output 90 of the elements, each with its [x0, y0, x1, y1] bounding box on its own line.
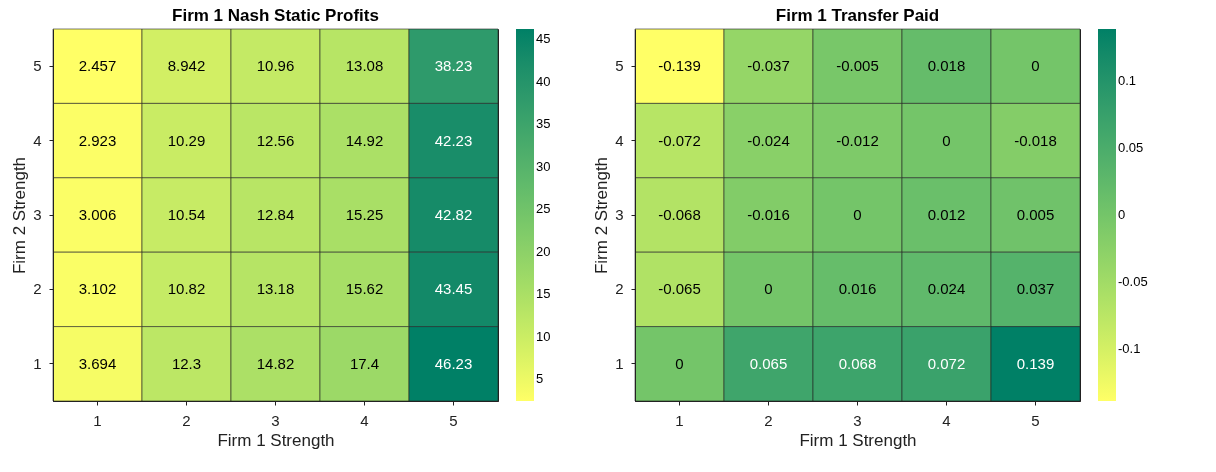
data-label: 3.006: [78, 206, 117, 223]
data-label: 10.82: [167, 280, 206, 298]
color-bar-label: 35: [536, 116, 551, 132]
x-tick-label: 5: [449, 411, 458, 429]
y-axis-title: Firm 2 Strength: [592, 156, 612, 275]
y-tick-label: 5: [33, 57, 42, 75]
data-label: 13.08: [345, 57, 384, 75]
color-bar-label: 20: [536, 243, 551, 259]
data-label: 2.457: [78, 57, 117, 75]
data-label: 10.54: [167, 206, 206, 223]
data-label: 14.82: [256, 354, 295, 372]
data-label: -0.072: [658, 131, 701, 149]
data-label: 0.139: [1016, 354, 1055, 372]
x-tick-label: 2: [764, 411, 773, 429]
x-axis-title: Firm 1 Strength: [217, 430, 335, 450]
data-label: -0.018: [1014, 131, 1057, 149]
color-bar-label: 45: [536, 31, 551, 47]
data-label: 0.018: [927, 57, 966, 75]
y-tick-label: 3: [615, 206, 624, 223]
color-bar-label: 15: [536, 286, 551, 302]
y-axis-title: Firm 2 Strength: [10, 156, 30, 275]
data-label: -0.024: [747, 131, 790, 149]
color-bar-label: 40: [536, 73, 551, 89]
color-bar-label: 0.05: [1118, 140, 1144, 156]
y-tick-label: 2: [33, 280, 42, 298]
data-label: -0.037: [747, 57, 790, 75]
data-label: 2.923: [78, 131, 117, 149]
data-label: 14.92: [345, 131, 384, 149]
data-label: -0.016: [747, 206, 790, 223]
data-label: 12.84: [256, 206, 295, 223]
data-label: 0.072: [927, 354, 966, 372]
data-label: 0.005: [1016, 206, 1055, 223]
x-tick-label: 3: [271, 411, 280, 429]
data-label: -0.139: [658, 57, 701, 75]
color-bar-label: 25: [536, 201, 551, 217]
x-tick-label: 3: [853, 411, 862, 429]
y-tick-label: 1: [615, 354, 624, 372]
data-label: 0: [1031, 57, 1040, 75]
color-bar-label: 0.1: [1118, 73, 1137, 89]
data-label: 8.942: [167, 57, 206, 75]
color-bar-label: 30: [536, 158, 551, 174]
data-label: 15.62: [345, 280, 384, 298]
color-bar-label: 0: [1118, 207, 1126, 222]
data-label: 12.56: [256, 131, 295, 149]
data-label: 0.012: [927, 206, 966, 223]
color-bar-label: 5: [536, 371, 544, 387]
data-label: 17.4: [349, 354, 380, 372]
data-label: 0.037: [1016, 280, 1055, 298]
data-label: 0: [942, 131, 951, 149]
x-tick-label: 1: [93, 411, 102, 429]
data-label: -0.012: [836, 131, 879, 149]
data-label: -0.068: [658, 206, 701, 223]
data-label: 15.25: [345, 206, 384, 223]
data-label: 3.102: [78, 280, 117, 298]
color-bar-label: 10: [536, 328, 551, 344]
x-tick-label: 1: [675, 411, 684, 429]
data-label: 10.96: [256, 57, 295, 75]
data-label: 0.024: [927, 280, 966, 298]
x-tick-label: 5: [1031, 411, 1040, 429]
data-label: 0.016: [838, 280, 877, 298]
data-label: 10.29: [167, 131, 206, 149]
y-tick-label: 3: [33, 206, 42, 223]
y-tick-label: 1: [33, 354, 42, 372]
data-label: 46.23: [434, 354, 473, 372]
data-label: 42.23: [434, 131, 473, 149]
data-label: 43.45: [434, 280, 473, 298]
color-bar-label: -0.05: [1118, 273, 1148, 289]
data-label: 12.3: [171, 354, 202, 372]
y-tick-label: 5: [615, 57, 624, 75]
x-tick-label: 4: [360, 411, 369, 429]
data-label: 0: [675, 354, 684, 372]
data-label: 0: [764, 280, 773, 298]
y-tick-label: 2: [615, 280, 624, 298]
data-label: 0.065: [749, 354, 788, 372]
y-tick-label: 4: [33, 131, 42, 149]
y-tick-label: 4: [615, 131, 624, 149]
data-label: 42.82: [434, 206, 473, 223]
chart-title: Firm 1 Transfer Paid: [775, 5, 940, 25]
data-label: 0.068: [838, 354, 877, 372]
data-label: 3.694: [78, 354, 117, 372]
color-bar-label: -0.1: [1118, 340, 1141, 356]
x-axis-title: Firm 1 Strength: [799, 430, 917, 450]
data-label: 13.18: [256, 280, 295, 298]
data-label: -0.005: [836, 57, 879, 75]
data-label: -0.065: [658, 280, 701, 298]
data-label: 0: [853, 206, 862, 223]
data-label: 38.23: [434, 57, 473, 75]
x-tick-label: 2: [182, 411, 191, 429]
x-tick-label: 4: [942, 411, 951, 429]
chart-title: Firm 1 Nash Static Profits: [172, 5, 379, 25]
